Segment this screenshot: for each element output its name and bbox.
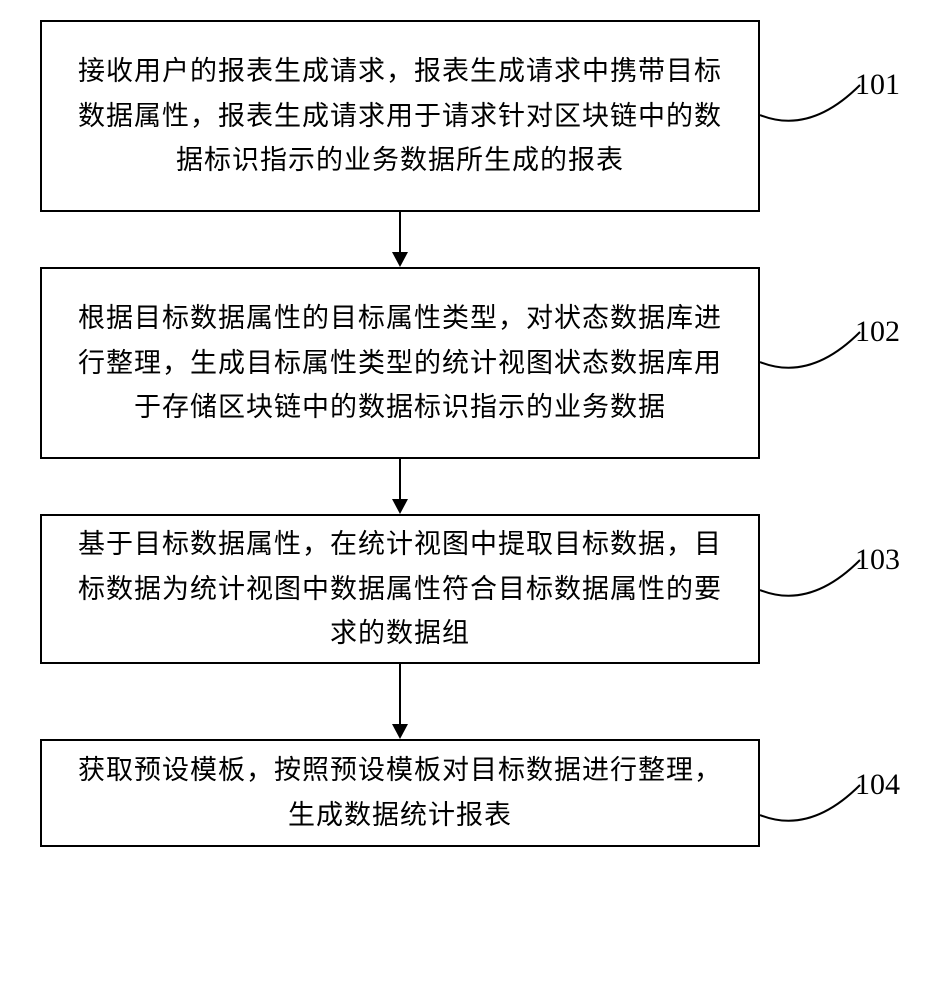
step-text: 基于目标数据属性，在统计视图中提取目标数据，目标数据为统计视图中数据属性符合目标… [66,522,734,656]
flowchart-step-103: 基于目标数据属性，在统计视图中提取目标数据，目标数据为统计视图中数据属性符合目标… [40,514,760,664]
connector-101 [760,80,870,140]
arrow-1-2 [40,212,760,267]
flowchart-container: 接收用户的报表生成请求，报表生成请求中携带目标数据属性，报表生成请求用于请求针对… [40,20,910,847]
arrow-3-4 [40,664,760,739]
step-label-103: 103 [855,543,900,577]
step-text: 接收用户的报表生成请求，报表生成请求中携带目标数据属性，报表生成请求用于请求针对… [66,49,734,183]
connector-103 [760,555,870,615]
step-label-101: 101 [855,68,900,102]
step-text: 获取预设模板，按照预设模板对目标数据进行整理，生成数据统计报表 [66,748,734,837]
step-label-102: 102 [855,315,900,349]
flowchart-step-101: 接收用户的报表生成请求，报表生成请求中携带目标数据属性，报表生成请求用于请求针对… [40,20,760,212]
step-label-104: 104 [855,768,900,802]
step-text: 根据目标数据属性的目标属性类型，对状态数据库进行整理，生成目标属性类型的统计视图… [66,296,734,430]
flowchart-step-102: 根据目标数据属性的目标属性类型，对状态数据库进行整理，生成目标属性类型的统计视图… [40,267,760,459]
connector-102 [760,327,870,387]
arrow-2-3 [40,459,760,514]
connector-104 [760,780,870,840]
flowchart-step-104: 获取预设模板，按照预设模板对目标数据进行整理，生成数据统计报表 [40,739,760,847]
